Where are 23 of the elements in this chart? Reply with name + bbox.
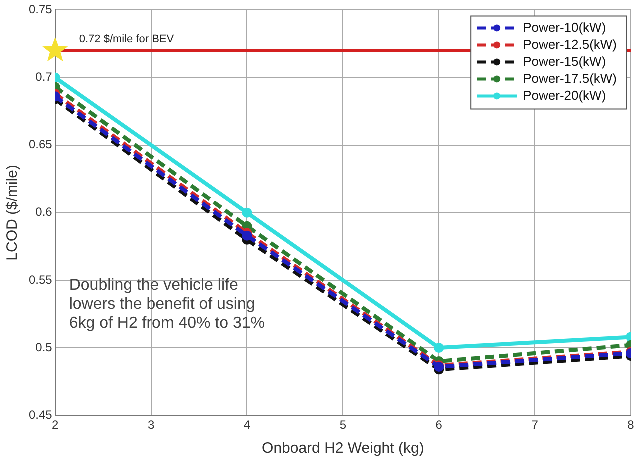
y-tick-label: 0.6 [36,205,53,220]
legend-label: Power-15(kW) [523,54,606,69]
x-tick-label: 7 [532,418,539,432]
x-tick-label: 5 [340,418,347,432]
x-tick-label: 6 [436,418,443,432]
x-tick-label: 8 [628,418,635,432]
ref-line-label: 0.72 $/mile for BEV [79,33,175,46]
legend-label: Power-12.5(kW) [523,36,618,52]
legend-label: Power-17.5(kW) [523,70,618,86]
annotation: Doubling the vehicle life lowers the benefit of using 6kg of H2 from 40% to 31% [69,277,266,332]
x-axis-title: Onboard H2 Weight (kg) [262,440,424,458]
x-tick-label: 4 [244,418,251,432]
legend-label: Power-10(kW) [523,20,606,35]
y-tick-label: 0.7 [36,70,53,84]
legend-label: Power-20(kW) [523,88,606,103]
y-tick-label: 0.45 [28,408,53,422]
y-tick-label: 0.5 [36,340,53,354]
x-tick-label: 3 [148,418,155,432]
y-tick-label: 0.65 [28,138,53,152]
y-tick-label: 0.55 [28,272,53,287]
x-tick-label: 2 [52,418,60,432]
y-axis-title: LCOD ($/mile) [4,164,22,261]
y-tick-label: 0.75 [28,2,53,17]
